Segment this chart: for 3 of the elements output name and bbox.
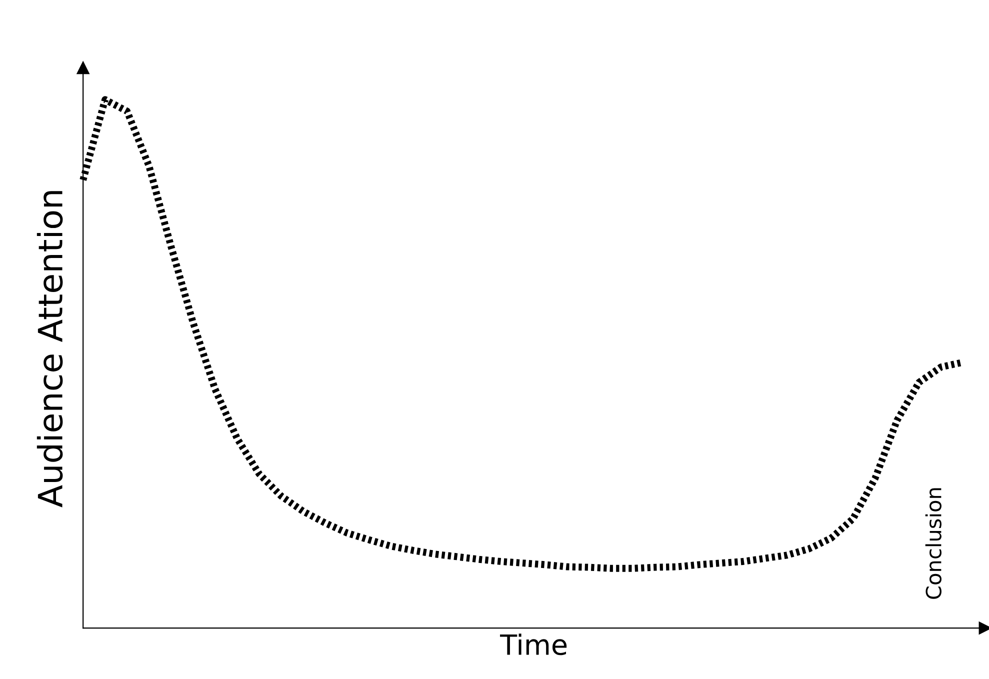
annotation: Conclusion [925,488,942,599]
x-axis-title: Time [500,634,567,656]
y-axis-title: Audience Attention [36,191,63,508]
